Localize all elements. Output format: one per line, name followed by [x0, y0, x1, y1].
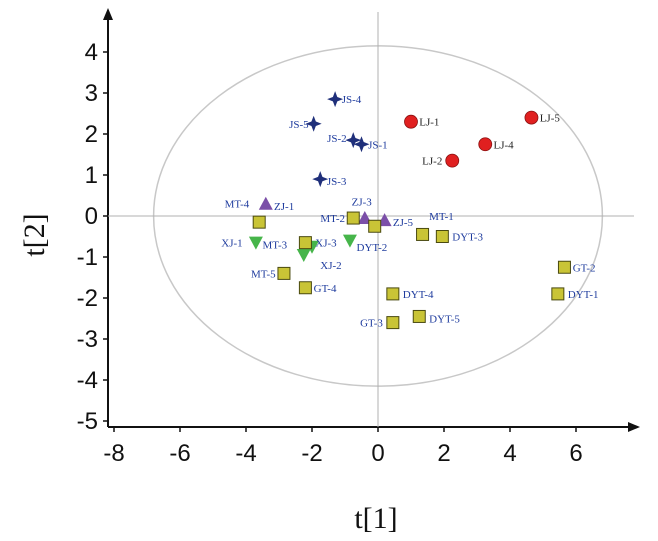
y-tick-label: 2 [85, 121, 98, 148]
y-tick-label: -3 [77, 326, 98, 353]
label-js-3: JS-3 [327, 176, 347, 188]
point-dyt-1 [551, 287, 565, 301]
label-dyt-2: DYT-2 [357, 242, 388, 254]
point-js-1 [353, 136, 370, 153]
label-lj-2: LJ-2 [422, 156, 442, 168]
label-mt-2: MT-2 [320, 213, 345, 225]
point-dyt-5 [412, 309, 426, 323]
label-dyt-5: DYT-5 [429, 314, 460, 326]
tick-labels: -8 -6 -4 -2 0 2 4 6 4 3 2 1 0 -1 -2 -3 -4 -5 [77, 39, 583, 467]
point-mt-1 [368, 219, 382, 233]
y-tick-label: -2 [77, 285, 98, 312]
point-js-5 [305, 115, 322, 132]
point-js-4 [327, 91, 344, 108]
x-tick-label: 2 [437, 440, 450, 467]
x-tick-label: -8 [103, 440, 124, 467]
point-gt-3 [386, 316, 400, 330]
label-zj-1: ZJ-1 [274, 201, 294, 213]
y-tick-label: 3 [85, 80, 98, 107]
label-gt-3: GT-3 [360, 318, 383, 330]
x-axis-arrow [628, 422, 640, 432]
point-dyt-3b [435, 230, 449, 243]
point-lj-2 [445, 153, 460, 168]
point-dyt-4 [386, 287, 400, 301]
label-xj-3: XJ-3 [315, 238, 337, 250]
point-xj-1 [248, 236, 263, 250]
label-mt-5: MT-5 [251, 268, 276, 280]
y-tick-label: -5 [77, 408, 98, 435]
point-js-3 [312, 171, 329, 188]
label-zj-3: ZJ-3 [352, 197, 373, 209]
y-axis-title: t[2] [18, 213, 51, 256]
point-dyt-3 [416, 227, 430, 241]
axes-frame [103, 8, 640, 432]
point-mt-2 [346, 211, 360, 225]
label-dyt-4: DYT-4 [403, 289, 434, 301]
point-mt-4 [252, 215, 266, 229]
point-xj-2 [296, 248, 311, 262]
y-tick-label: 1 [85, 162, 98, 189]
point-lj-1 [404, 114, 418, 129]
data-points [248, 91, 571, 330]
y-tick-label: -4 [77, 367, 98, 394]
label-dyt-3: DYT-3 [452, 232, 483, 244]
point-lj-5 [524, 110, 539, 125]
label-js-2: JS-2 [327, 133, 347, 145]
y-tick-label: 4 [85, 39, 98, 66]
label-xj-1: XJ-1 [221, 238, 242, 250]
x-tick-label: 4 [503, 440, 516, 467]
label-js-5: JS-5 [289, 119, 309, 131]
x-tick-label: -6 [169, 440, 190, 467]
point-gt-4 [298, 281, 312, 295]
label-zj-5: ZJ-5 [393, 217, 414, 229]
label-gt-2: GT-2 [573, 262, 596, 274]
y-axis-arrow [103, 8, 113, 20]
point-js-2 [345, 132, 362, 149]
label-js-4: JS-4 [342, 94, 362, 106]
label-lj-1: LJ-1 [419, 117, 439, 129]
label-mt-4: MT-4 [225, 199, 250, 211]
x-axis-title: t[1] [354, 502, 397, 535]
point-labels: JS-4 JS-5 JS-2 JS-1 JS-3 LJ-1 LJ-5 LJ-4 LJ-2 MT-4… [221, 94, 598, 329]
label-mt-3: MT-3 [263, 240, 288, 252]
label-js-1: JS-1 [368, 139, 388, 151]
point-mt-3 [298, 236, 312, 250]
x-tick-label: 0 [371, 440, 384, 467]
point-mt-5 [277, 266, 291, 280]
label-gt-4: GT-4 [314, 283, 337, 295]
label-dyt-1: DYT-1 [568, 289, 599, 301]
x-tick-label: 6 [569, 440, 582, 467]
y-tick-label: 0 [85, 203, 98, 230]
x-tick-label: -2 [301, 440, 322, 467]
point-gt-2 [557, 260, 571, 274]
point-zj-1 [258, 196, 273, 210]
y-tick-label: -1 [77, 244, 98, 271]
label-xj-2: XJ-2 [320, 260, 341, 272]
point-dyt-2 [342, 234, 357, 248]
label-lj-5: LJ-5 [540, 113, 561, 125]
x-tick-label: -4 [235, 440, 256, 467]
label-lj-4: LJ-4 [494, 139, 515, 151]
point-lj-4 [478, 137, 493, 152]
reference-lines [108, 12, 634, 427]
label-mt-1: MT-1 [429, 211, 454, 223]
